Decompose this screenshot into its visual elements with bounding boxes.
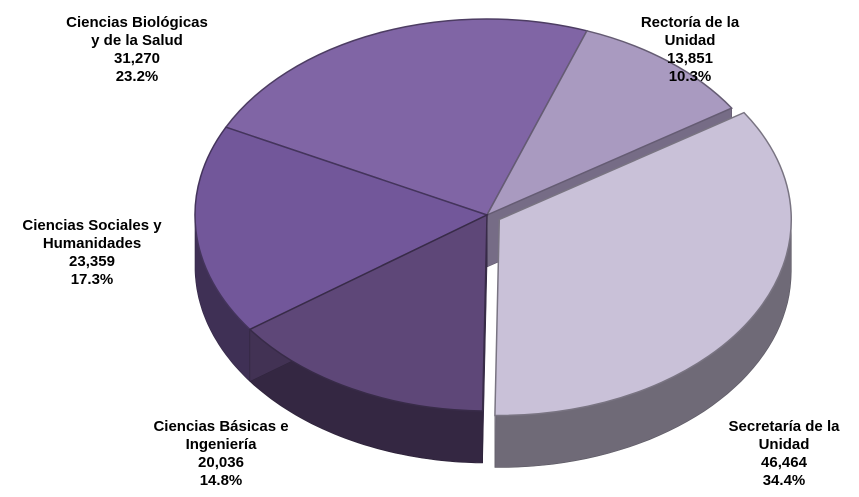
slice-sociales [194,126,489,331]
slice-label-secretaria: Secretaría de la Unidad 46,464 34.4% [704,418,859,490]
slice-label-rectoria: Rectoría de la Unidad 13,851 10.3% [605,14,775,86]
slice-label-sociales: Ciencias Sociales y Humanidades 23,359 1… [0,217,184,289]
slice-label-sociales-line2: Humanidades [42,235,142,252]
slice-label-biologicas-line2: y de la Salud [91,32,183,49]
slice-label-biologicas: Ciencias Biológicas y de la Salud 31,270… [47,14,227,86]
slice-percent-secretaria: 34.4% [762,472,806,489]
slice-value-sociales: 23,359 [69,253,115,270]
slice-label-secretaria-line1: Secretaría de la [728,418,840,435]
slice-percent-sociales: 17.3% [70,271,114,288]
slice-label-biologicas-line1: Ciencias Biológicas [66,14,208,31]
pie-tops [194,18,793,417]
slice-value-rectoria: 13,851 [667,50,713,67]
slice-value-secretaria: 46,464 [761,454,807,471]
slice-value-biologicas: 31,270 [114,50,160,67]
slice-label-basicas-line2: Ingeniería [185,436,257,453]
slice-biologicas [224,18,589,216]
slice-label-basicas: Ciencias Básicas e Ingeniería 20,036 14.… [131,418,311,490]
slice-label-rectoria-line2: Unidad [664,32,716,49]
slice-label-secretaria-line2: Unidad [758,436,810,453]
slice-percent-biologicas: 23.2% [115,68,159,85]
slice-label-rectoria-line1: Rectoría de la [640,14,740,31]
slice-value-basicas: 20,036 [198,454,244,471]
slice-label-sociales-line1: Ciencias Sociales y [22,217,162,234]
slice-percent-rectoria: 10.3% [668,68,712,85]
slice-secretaria [494,111,793,417]
slice-basicas [248,213,488,412]
slice-percent-basicas: 14.8% [199,472,243,489]
slice-rectoria [485,29,733,217]
slice-label-basicas-line1: Ciencias Básicas e [153,418,289,435]
